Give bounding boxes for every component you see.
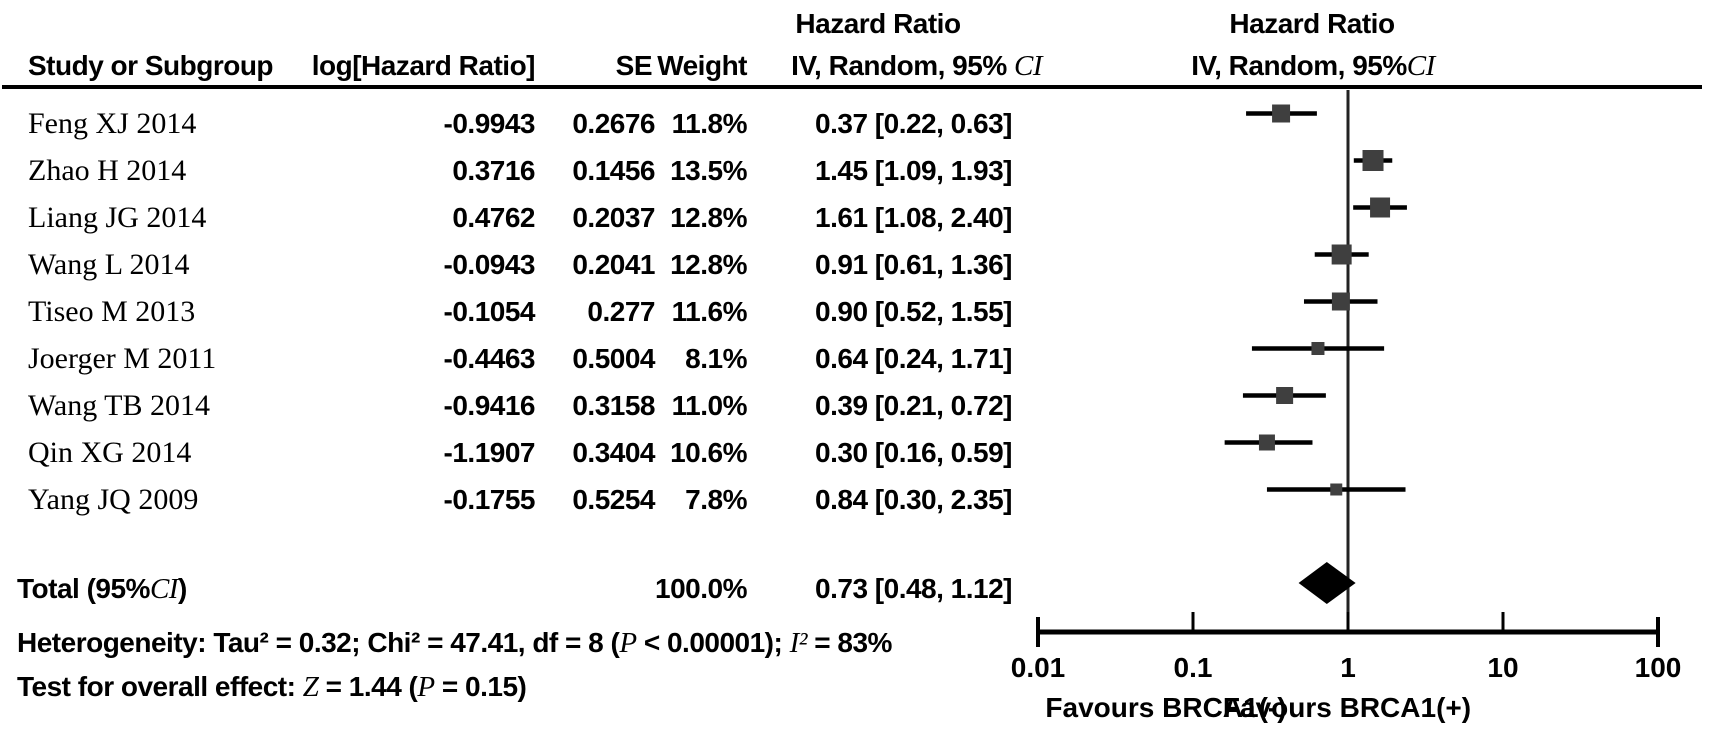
study-ci-text: 1.45 [1.09, 1.93] <box>815 154 1012 186</box>
study-name: Wang TB 2014 <box>28 388 211 422</box>
study-ci-text: 1.61 [1.08, 2.40] <box>815 201 1012 233</box>
forest-square-marker <box>1276 387 1294 404</box>
study-weight: 10.6% <box>670 436 747 468</box>
text-segment: Heterogeneity: Tau² = 0.32; Chi² = 47.41… <box>17 627 620 658</box>
forest-square-marker <box>1331 292 1350 311</box>
study-se: 0.2041 <box>572 248 655 280</box>
study-weight: 11.6% <box>671 295 748 327</box>
x-tick-label: 100 <box>1635 652 1682 683</box>
forest-square-marker <box>1370 197 1391 218</box>
study-ci-text: 0.30 [0.16, 0.59] <box>815 436 1012 468</box>
study-name: Wang L 2014 <box>28 247 190 281</box>
study-weight: 12.8% <box>670 201 747 233</box>
x-tick-label: 10 <box>1487 652 1518 683</box>
study-log-hr: -0.1054 <box>443 295 536 327</box>
study-ci-text: 0.91 [0.61, 1.36] <box>815 248 1012 280</box>
total-row: Total (95%CI) 100.0% 0.73 [0.48, 1.12] <box>0 565 1013 612</box>
forest-square-marker <box>1272 104 1291 123</box>
italic-segment: I² <box>789 627 808 659</box>
study-weight: 8.1% <box>685 342 747 374</box>
study-ci-text: 0.90 [0.52, 1.55] <box>815 295 1012 327</box>
study-ci-text: 0.37 [0.22, 0.63] <box>815 107 1012 139</box>
text-segment: = 83% <box>806 627 892 658</box>
italic-segment: Z <box>302 671 319 703</box>
study-ci-text: 0.84 [0.30, 2.35] <box>815 483 1012 515</box>
study-log-hr: -1.1907 <box>443 436 536 468</box>
column-header-ci: IV, Random, 95% CI <box>791 50 1042 82</box>
total-ci-text: 0.73 [0.48, 1.12] <box>815 572 1012 604</box>
study-log-hr: -0.1755 <box>443 483 536 515</box>
italic-segment: P <box>619 627 637 659</box>
study-table: Feng XJ 2014 -0.9943 0.2676 11.8% 0.37 [0.22… <box>0 100 1013 523</box>
total-diamond <box>1298 562 1356 604</box>
text-segment: = 0.15) <box>434 671 527 702</box>
study-log-hr: -0.9943 <box>443 107 536 139</box>
text-segment: = 1.44 ( <box>318 671 418 702</box>
forest-square-marker <box>1362 150 1384 171</box>
text-segment: Total (95% <box>17 572 150 604</box>
study-se: 0.3158 <box>572 389 655 421</box>
text-segment: < 0.00001); <box>636 627 790 658</box>
text-segment: ) <box>177 572 187 604</box>
x-tick-label: 0.01 <box>1011 652 1066 683</box>
right-effect-header: Hazard Ratio <box>1229 8 1395 39</box>
study-name: Feng XJ 2014 <box>28 106 197 140</box>
total-label: Total (95%CI) <box>0 573 370 605</box>
study-log-hr: -0.4463 <box>443 342 536 374</box>
italic-segment: CI <box>1406 50 1436 82</box>
study-weight: 7.8% <box>685 483 747 515</box>
study-weight: 11.0% <box>671 389 748 421</box>
forest-square-marker <box>1331 244 1352 265</box>
study-name: Joerger M 2011 <box>28 341 217 375</box>
study-ci-text: 0.64 [0.24, 1.71] <box>815 342 1012 374</box>
study-log-hr: -0.9416 <box>443 389 536 421</box>
study-weight: 12.8% <box>670 248 747 280</box>
forest-square-marker <box>1311 342 1325 355</box>
text-segment: IV, Random, 95% <box>791 50 1014 81</box>
italic-segment: P <box>417 671 435 703</box>
favours-right-label: Favours BRCA1(+) <box>1223 692 1471 723</box>
total-weight: 100.0% <box>655 572 747 604</box>
overall-effect-text: Test for overall effect: Z = 1.44 (P = 0… <box>17 671 527 703</box>
text-segment: IV, Random, 95% <box>1191 50 1407 81</box>
study-name: Liang JG 2014 <box>28 200 207 234</box>
study-log-hr: 0.4762 <box>452 201 535 233</box>
study-name: Qin XG 2014 <box>28 435 192 469</box>
study-log-hr: 0.3716 <box>452 154 535 186</box>
x-tick-label: 0.1 <box>1174 652 1213 683</box>
forest-square-marker <box>1258 434 1275 451</box>
study-se: 0.2676 <box>572 107 655 139</box>
study-name: Zhao H 2014 <box>28 153 187 187</box>
study-name: Tiseo M 2013 <box>28 294 196 328</box>
study-se: 0.3404 <box>572 436 655 468</box>
italic-segment: CI <box>149 572 179 605</box>
study-log-hr: -0.0943 <box>443 248 536 280</box>
forest-square-marker <box>1330 483 1343 496</box>
study-weight: 11.8% <box>671 107 748 139</box>
left-effect-header: Hazard Ratio <box>795 8 961 39</box>
right-column-header-ci: IV, Random, 95%CI <box>1191 50 1435 82</box>
study-se: 0.1456 <box>572 154 655 186</box>
x-tick-label: 1 <box>1340 652 1356 683</box>
study-se: 0.277 <box>587 295 655 327</box>
study-se: 0.5004 <box>572 342 655 374</box>
column-header-weight: Weight <box>657 50 747 81</box>
heterogeneity-text: Heterogeneity: Tau² = 0.32; Chi² = 47.41… <box>17 627 892 659</box>
study-se: 0.5254 <box>572 483 655 515</box>
italic-segment: CI <box>1014 50 1043 82</box>
favours-left-label: Favours BRCA1(-) <box>1045 692 1286 723</box>
header-rule <box>2 85 1702 89</box>
study-ci-text: 0.39 [0.21, 0.72] <box>815 389 1012 421</box>
study-name: Yang JQ 2009 <box>28 482 199 516</box>
column-header-log-hr: log[Hazard Ratio] <box>311 50 536 81</box>
text-segment: Test for overall effect: <box>17 671 303 702</box>
column-header-study: Study or Subgroup <box>28 50 274 81</box>
column-header-se: SE <box>615 50 653 81</box>
study-weight: 13.5% <box>670 154 747 186</box>
study-se: 0.2037 <box>572 201 655 233</box>
